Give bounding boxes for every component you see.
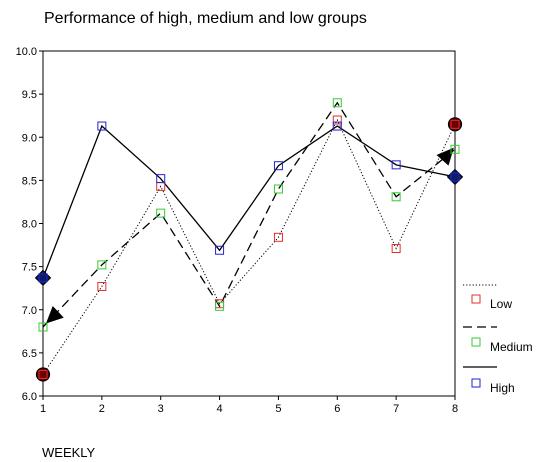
- highlight-circle-marker: [35, 367, 51, 382]
- data-point-medium: [450, 144, 460, 154]
- data-point-high: [215, 245, 225, 255]
- y-tick-label: 9.5: [22, 89, 37, 101]
- data-point-high: [332, 121, 342, 131]
- x-tick-label: 3: [158, 403, 164, 415]
- chart-title: Performance of high, medium and low grou…: [44, 10, 367, 27]
- y-tick-label: 10.0: [16, 46, 37, 58]
- plot-area-frame: [42, 50, 456, 397]
- data-point-low: [97, 281, 107, 291]
- x-tick-label: 2: [99, 403, 105, 415]
- y-tick-label: 9.0: [22, 132, 37, 144]
- x-tick-label: 1: [40, 403, 46, 415]
- data-point-low: [450, 119, 460, 129]
- data-point-medium: [97, 260, 107, 270]
- series-line-low: [42, 118, 456, 375]
- x-tick-label: 4: [217, 403, 223, 415]
- annotation-arrowhead: [436, 147, 454, 166]
- data-point-high: [391, 160, 401, 170]
- y-tick-label: 7.0: [22, 305, 37, 317]
- highlight-diamond-marker: [34, 269, 52, 287]
- data-point-high: [450, 172, 460, 182]
- legend-label-medium: Medium: [490, 340, 533, 354]
- data-point-low: [391, 244, 401, 254]
- y-tick-label: 6.0: [22, 391, 37, 403]
- y-tick-label: 8.5: [22, 175, 37, 187]
- x-tick-label: 7: [393, 403, 399, 415]
- data-point-high: [273, 161, 283, 171]
- data-point-medium: [215, 301, 225, 311]
- data-point-high: [156, 174, 166, 184]
- y-tick-label: 7.5: [22, 262, 37, 274]
- legend-marker-low: [471, 294, 481, 304]
- highlight-circle-marker: [447, 117, 463, 132]
- y-tick-label: 8.0: [22, 219, 37, 231]
- legend-label-high: High: [490, 381, 515, 395]
- legend-marker-high: [471, 378, 481, 388]
- highlight-diamond-marker: [446, 168, 464, 186]
- data-point-medium: [273, 184, 283, 194]
- x-tick-label: 8: [452, 403, 458, 415]
- data-point-medium: [332, 98, 342, 108]
- legend-label-low: Low: [490, 297, 512, 311]
- annotation-arrowhead: [45, 306, 64, 324]
- data-point-low: [332, 115, 342, 125]
- legend-marker-medium: [471, 337, 481, 347]
- data-point-medium: [391, 192, 401, 202]
- data-point-low: [38, 369, 48, 379]
- x-tick-label: 6: [334, 403, 340, 415]
- series-line-medium: [42, 101, 456, 328]
- data-point-medium: [156, 208, 166, 218]
- x-axis-label: WEEKLY: [42, 445, 96, 460]
- y-tick-label: 6.5: [22, 348, 37, 360]
- data-point-medium: [38, 322, 48, 332]
- data-point-high: [97, 121, 107, 131]
- series-line-high: [42, 124, 456, 279]
- data-point-low: [273, 232, 283, 242]
- data-point-high: [38, 273, 48, 283]
- x-tick-label: 5: [275, 403, 281, 415]
